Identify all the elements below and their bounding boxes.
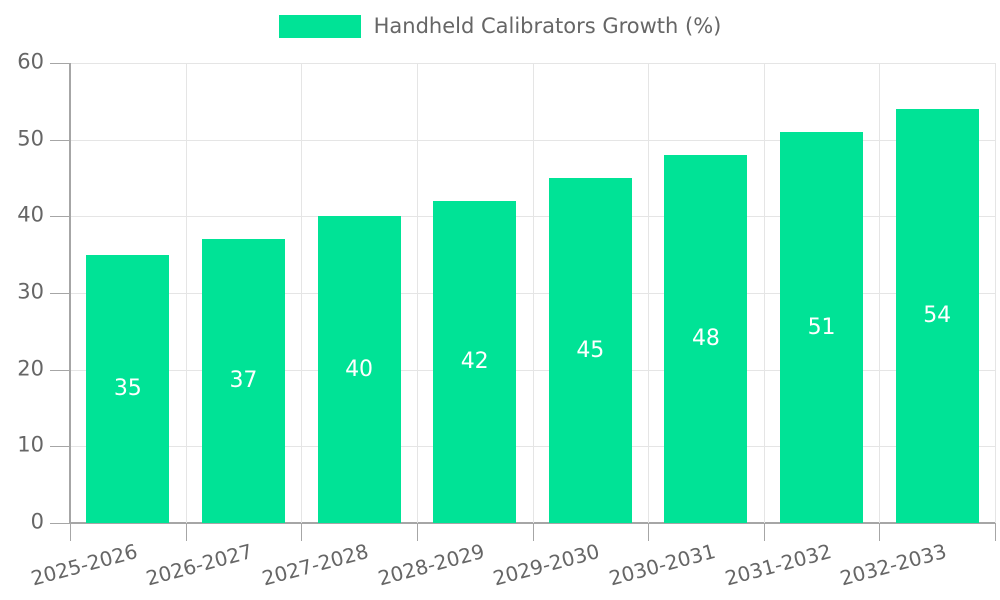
legend-swatch-icon — [278, 15, 361, 39]
x-axis-tick — [879, 523, 881, 541]
gridline-vertical — [301, 63, 303, 523]
gridline-vertical — [185, 63, 187, 523]
bar[interactable] — [780, 132, 864, 523]
gridline-vertical — [879, 63, 881, 523]
x-axis-tick-label: 2031-2032 — [722, 539, 834, 591]
x-axis-tick — [301, 523, 303, 541]
x-axis-tick — [648, 523, 650, 541]
y-axis-tick-label: 60 — [17, 49, 44, 74]
bar[interactable] — [433, 201, 517, 523]
x-axis-tick-label: 2030-2031 — [606, 539, 718, 591]
bar-value-label: 48 — [691, 326, 720, 351]
y-axis-tick — [50, 446, 70, 448]
x-axis-tick — [763, 523, 765, 541]
x-axis-tick-label: 2029-2030 — [490, 539, 603, 591]
x-axis-tick — [532, 523, 534, 541]
gridline-vertical — [763, 63, 765, 523]
bar-value-label: 37 — [229, 368, 258, 394]
x-axis-tick — [70, 523, 71, 541]
x-axis-tick — [995, 523, 996, 541]
legend-item[interactable]: Handheld Calibrators Growth (%) — [0, 14, 1000, 39]
y-axis-tick-label: 10 — [17, 432, 44, 457]
y-axis-tick-label: 0 — [30, 509, 44, 534]
bar[interactable] — [664, 155, 748, 523]
y-axis-tick — [50, 139, 70, 141]
y-axis-tick-label: 30 — [17, 279, 44, 304]
y-axis-line — [69, 63, 71, 523]
bar-value-label: 54 — [923, 303, 952, 328]
gridline-vertical — [648, 63, 650, 523]
x-axis-tick-label: 2032-2033 — [837, 539, 950, 591]
y-axis-tick — [50, 63, 70, 64]
bar[interactable] — [895, 109, 979, 523]
bar-value-label: 42 — [460, 349, 489, 374]
bar[interactable] — [201, 239, 285, 523]
x-axis-tick — [185, 523, 187, 541]
y-axis-tick-label: 20 — [17, 356, 44, 381]
x-axis-tick-label: 2027-2028 — [259, 539, 372, 591]
bar-value-label: 51 — [807, 314, 836, 340]
x-axis-tick-label: 2025-2026 — [28, 539, 140, 591]
x-axis-tick — [416, 523, 418, 541]
x-axis-tick-label: 2028-2029 — [375, 539, 487, 591]
bar-value-label: 35 — [113, 375, 142, 401]
y-axis-tick-label: 50 — [17, 126, 44, 151]
bar[interactable] — [86, 254, 170, 523]
bar[interactable] — [548, 178, 632, 523]
y-axis-tick — [50, 293, 70, 294]
gridline-vertical — [995, 63, 996, 523]
y-axis-tick — [50, 216, 70, 218]
bar[interactable] — [317, 216, 401, 523]
bar-value-label: 40 — [345, 356, 374, 382]
legend-label: Handheld Calibrators Growth (%) — [373, 14, 722, 38]
gridline-vertical — [416, 63, 418, 523]
x-axis-tick-label: 2026-2027 — [143, 539, 256, 591]
y-axis-tick — [50, 523, 70, 524]
bar-value-label: 45 — [576, 337, 605, 363]
y-axis-tick-label: 40 — [17, 202, 44, 227]
gridline-vertical — [532, 63, 534, 523]
y-axis-tick — [50, 369, 70, 371]
